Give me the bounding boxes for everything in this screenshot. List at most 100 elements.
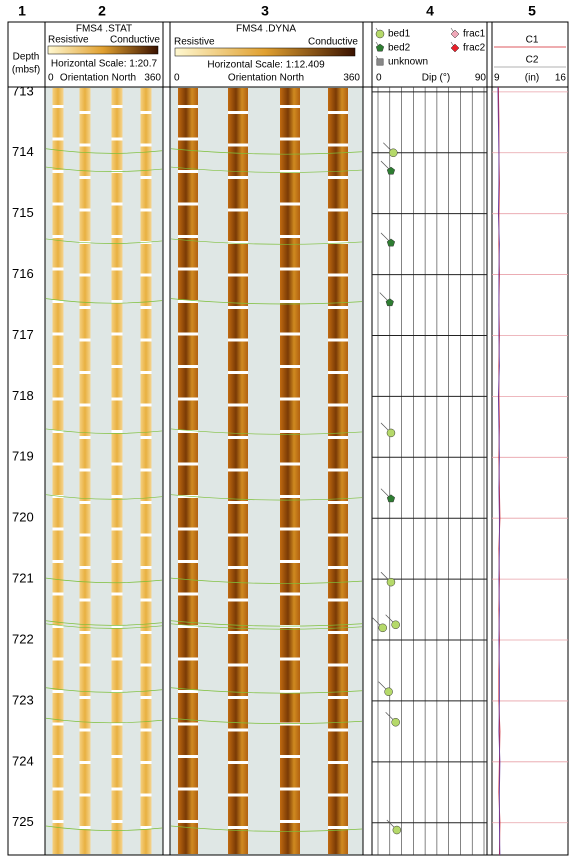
pad-gap: [52, 235, 64, 238]
pad-gap: [178, 105, 198, 108]
pad-gap: [178, 657, 198, 661]
pad-gap: [228, 338, 248, 342]
depth-tick-label: 716: [12, 266, 34, 281]
pad-gap: [79, 176, 91, 179]
pad-gap: [111, 495, 123, 498]
tadpole: [389, 148, 398, 158]
pad-gap: [79, 468, 91, 472]
pad-gap: [178, 755, 198, 758]
legend-label: bed1: [388, 29, 411, 40]
orientation-start: 0: [48, 73, 54, 84]
pad-gap: [79, 208, 91, 212]
sinusoid: [45, 825, 363, 832]
pad-gap: [228, 696, 248, 699]
pad-gap: [328, 176, 348, 179]
pad-gap: [280, 105, 300, 108]
pad-gap: [178, 397, 198, 401]
pad-gap: [228, 273, 248, 277]
pad-gap: [79, 111, 91, 114]
sinusoid: [45, 238, 363, 245]
image-title: FMS4 .STAT: [76, 24, 132, 35]
scale-high: Conductive: [308, 37, 358, 48]
pad-gap: [111, 300, 123, 303]
pad-gap: [228, 208, 248, 212]
pad-gap: [228, 761, 248, 764]
pad-gap: [140, 176, 152, 179]
pad-gap: [328, 663, 348, 667]
depth-unit: (mbsf): [12, 65, 40, 76]
pad-gap: [79, 826, 91, 829]
pad-gap: [140, 826, 152, 829]
depth-label: Depth: [13, 52, 40, 63]
pad-gap: [328, 793, 348, 797]
pad-gap: [280, 722, 300, 726]
pad-gap: [111, 560, 123, 563]
pad-gap: [52, 430, 64, 433]
pad-gap: [280, 657, 300, 661]
pad-gap: [280, 527, 300, 531]
pad-gap: [178, 332, 198, 336]
pad-gap: [228, 598, 248, 602]
pad-gap: [140, 598, 152, 602]
legend-label: frac2: [463, 43, 486, 54]
pad-gap: [52, 397, 64, 401]
pad-gap: [228, 566, 248, 569]
pad-gap: [328, 598, 348, 602]
pad-gap: [79, 728, 91, 732]
pad-gap: [52, 202, 64, 206]
sinusoid: [45, 577, 363, 584]
pad-gap: [79, 338, 91, 342]
depth-tick-label: 713: [12, 83, 34, 98]
pad-gap: [111, 527, 123, 531]
tadpole: [386, 428, 396, 438]
pad-gap: [52, 755, 64, 758]
pad-gap: [52, 105, 64, 108]
pad-gap: [111, 137, 123, 141]
col-number: 2: [98, 3, 106, 19]
col-number: 1: [18, 3, 26, 19]
pad-gap: [79, 663, 91, 667]
pad-gap: [228, 403, 248, 407]
pad-gap: [228, 793, 248, 797]
depth-tick-label: 723: [12, 692, 34, 707]
pad-gap: [140, 143, 152, 147]
pad-gap: [280, 397, 300, 401]
pad-gap: [111, 722, 123, 726]
orientation-label: Orientation North: [60, 73, 136, 84]
pad-gap: [52, 332, 64, 336]
scale-low: Resistive: [48, 35, 89, 46]
tadpole: [378, 623, 387, 633]
col-number: 5: [528, 3, 536, 19]
sinusoid: [45, 623, 363, 630]
image-strip: [52, 88, 64, 854]
legend-symbol: [450, 29, 460, 39]
pad-gap: [111, 332, 123, 336]
col-number: 4: [426, 3, 434, 19]
depth-tick-label: 720: [12, 510, 34, 525]
col-number: 3: [261, 3, 269, 19]
image-strip: [178, 88, 198, 854]
orientation-end: 360: [144, 73, 161, 84]
pad-gap: [328, 533, 348, 537]
pad-gap: [228, 436, 248, 439]
pad-gap: [228, 176, 248, 179]
pad-gap: [111, 202, 123, 206]
image-scale: Horizontal Scale: 1:12.409: [207, 60, 325, 71]
pad-gap: [111, 235, 123, 238]
pad-gap: [111, 787, 123, 791]
tadpole: [392, 825, 402, 835]
pad-gap: [228, 728, 248, 732]
depth-tick-label: 724: [12, 753, 34, 768]
pad-gap: [280, 137, 300, 141]
sinusoid: [45, 620, 363, 627]
pad-gap: [111, 105, 123, 108]
pad-gap: [111, 690, 123, 693]
pad-gap: [228, 241, 248, 244]
image-strip: [280, 88, 300, 854]
pad-gap: [178, 592, 198, 596]
pad-gap: [52, 820, 64, 823]
pad-gap: [280, 755, 300, 758]
pad-gap: [328, 696, 348, 699]
caliper-tick-label: 16: [555, 73, 567, 84]
